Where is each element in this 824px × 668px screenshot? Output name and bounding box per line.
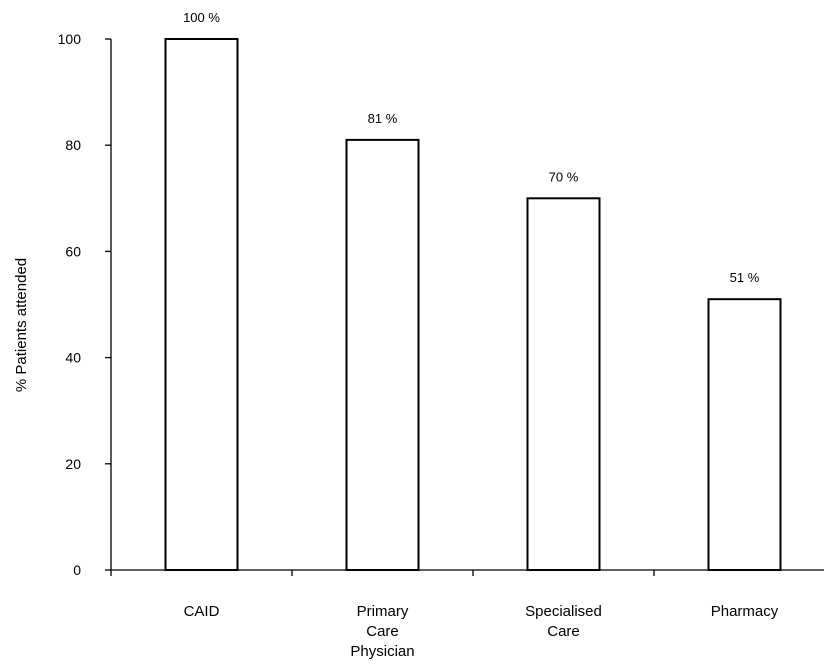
y-tick-label: 60 bbox=[65, 243, 81, 259]
bar bbox=[345, 138, 420, 571]
y-axis: 0 20 40 60 80 100 bbox=[58, 31, 112, 578]
data-label: 100 % bbox=[183, 10, 220, 25]
y-tick-label: 40 bbox=[65, 350, 81, 366]
y-tick-label: 80 bbox=[65, 137, 81, 153]
bar bbox=[707, 298, 782, 571]
data-labels: 100 % 81 % 70 % 51 % bbox=[183, 10, 760, 285]
y-tick-label: 100 bbox=[58, 31, 82, 47]
category-label: CAID bbox=[184, 603, 220, 620]
y-tick-label: 0 bbox=[73, 562, 81, 578]
y-tick-label: 20 bbox=[65, 456, 81, 472]
bar bbox=[526, 197, 601, 572]
category-label: Primary Care Physician bbox=[350, 603, 414, 660]
bar bbox=[164, 38, 239, 571]
category-label: Pharmacy bbox=[711, 603, 779, 620]
bars bbox=[164, 38, 782, 572]
data-label: 51 % bbox=[730, 270, 760, 285]
y-axis-label: % Patients attended bbox=[13, 258, 30, 392]
category-label: Specialised Care bbox=[525, 603, 602, 640]
data-label: 70 % bbox=[549, 169, 579, 184]
category-labels: CAID Primary Care Physician Specialised Care P… bbox=[184, 603, 779, 660]
data-label: 81 % bbox=[368, 111, 398, 126]
